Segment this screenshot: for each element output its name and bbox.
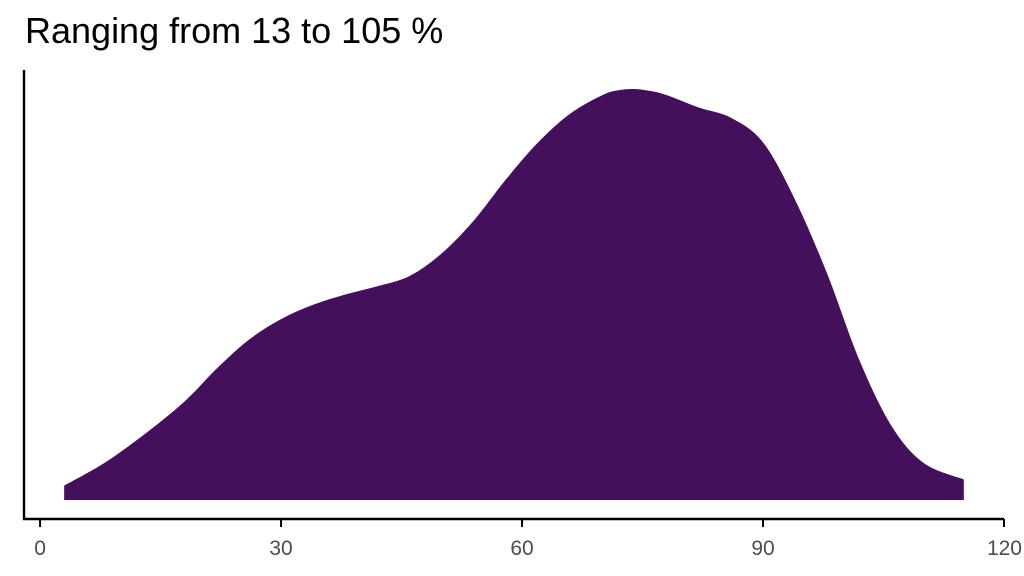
x-axis-ticks: 0 30 60 90 120	[34, 519, 1022, 560]
x-tick-label-60: 60	[510, 537, 533, 560]
x-tick-label-0: 0	[34, 537, 46, 560]
density-area	[64, 88, 964, 500]
x-tick-label-30: 30	[269, 537, 292, 560]
chart-title: Ranging from 13 to 105 %	[25, 10, 444, 51]
x-tick-label-120: 120	[987, 537, 1022, 560]
x-tick-label-90: 90	[751, 537, 774, 560]
area-layer	[64, 88, 964, 500]
